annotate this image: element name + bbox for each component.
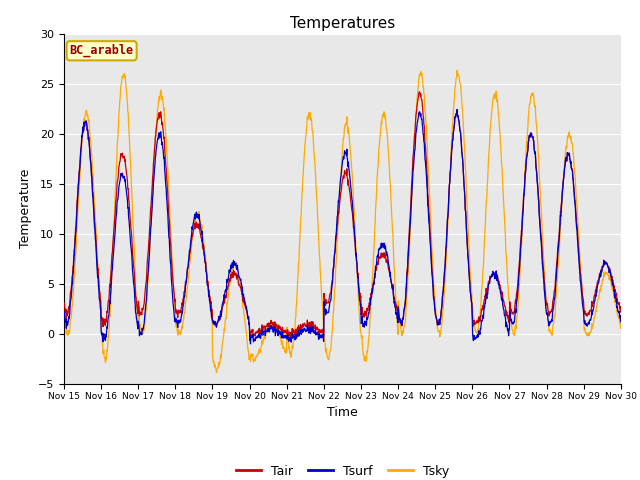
Text: BC_arable: BC_arable <box>70 44 134 58</box>
Tsurf <box>170 313 178 319</box>
Legend: Tair, Tsurf, Tsky: Tair, Tsurf, Tsky <box>231 460 454 480</box>
Tair <box>60 301 68 307</box>
Tair <box>502 308 510 314</box>
Tsky <box>170 294 178 300</box>
Title: Temperatures: Temperatures <box>290 16 395 31</box>
Line: Tair: Tair <box>64 92 621 339</box>
Tair <box>416 89 424 95</box>
Tair <box>617 309 625 315</box>
Tair <box>429 293 437 299</box>
Line: Tsurf: Tsurf <box>64 109 621 344</box>
Tsky <box>453 68 461 73</box>
Tsky <box>552 304 559 310</box>
Tair <box>184 266 191 272</box>
Tair <box>170 293 178 299</box>
Tsurf <box>429 286 437 292</box>
Tsurf <box>246 341 254 347</box>
Line: Tsky: Tsky <box>64 71 621 372</box>
Tsky <box>429 268 437 274</box>
Tsky <box>502 252 510 257</box>
Tair <box>246 331 254 337</box>
Tsurf <box>60 311 68 317</box>
Tsky <box>617 325 625 331</box>
Tsurf <box>502 319 510 325</box>
Tair <box>552 278 559 284</box>
Tsurf <box>552 286 559 292</box>
Tsurf <box>246 336 254 342</box>
Tsky <box>212 370 220 375</box>
Tsurf <box>453 107 461 112</box>
Tsurf <box>184 265 191 271</box>
Tsky <box>60 308 68 314</box>
Tsky <box>246 359 254 364</box>
Tsky <box>184 281 191 287</box>
X-axis label: Time: Time <box>327 406 358 419</box>
Tair <box>246 336 254 342</box>
Y-axis label: Temperature: Temperature <box>19 169 33 249</box>
Tsurf <box>617 319 625 324</box>
